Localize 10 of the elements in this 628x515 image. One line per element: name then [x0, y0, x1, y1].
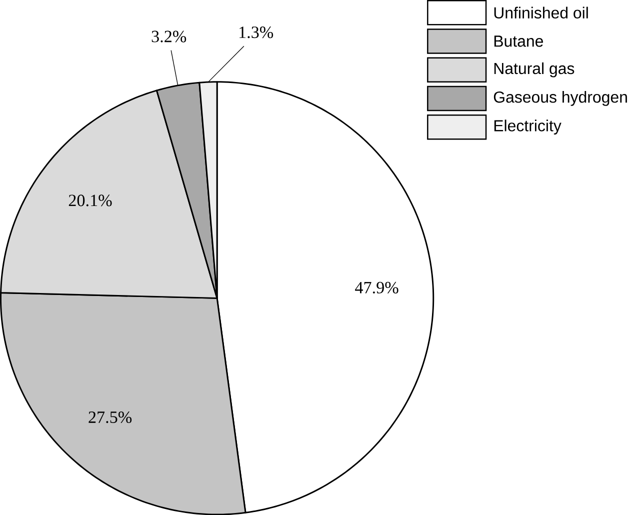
legend-label: Electricity [494, 120, 562, 134]
legend-label: Butane [494, 36, 543, 47]
data-label: 47.9% [355, 282, 398, 294]
data-label: 3.2% [152, 30, 186, 42]
data-label: 20.1% [68, 194, 112, 206]
data-label: 1.3% [240, 26, 274, 38]
data-label: 27.5% [88, 411, 132, 423]
legend-label: Natural gas [494, 62, 574, 78]
legend-label: Unfinished oil [494, 6, 588, 18]
legend-label: Gaseous hydrogen [494, 90, 627, 106]
